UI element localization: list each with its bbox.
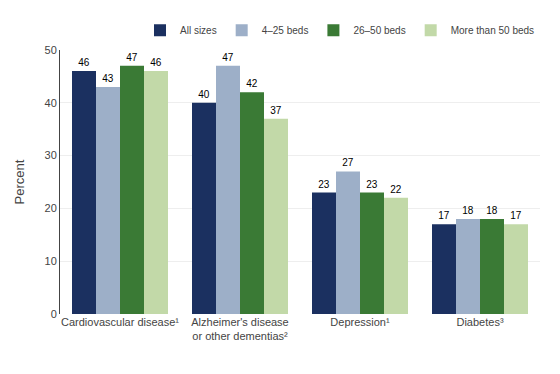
svg-text:18: 18	[486, 205, 498, 216]
svg-text:47: 47	[126, 52, 138, 63]
svg-text:37: 37	[270, 105, 282, 116]
svg-text:0: 0	[51, 308, 57, 320]
svg-text:30: 30	[45, 149, 57, 161]
svg-text:Alzheimer's diseaseor other de: Alzheimer's diseaseor other dementias²	[191, 316, 288, 342]
svg-text:40: 40	[45, 97, 57, 109]
svg-text:50: 50	[45, 44, 57, 56]
svg-text:23: 23	[366, 179, 378, 190]
svg-text:Depression¹: Depression¹	[330, 316, 390, 328]
svg-text:All sizes: All sizes	[180, 25, 217, 36]
svg-text:46: 46	[78, 57, 90, 68]
svg-text:22: 22	[390, 184, 402, 195]
svg-text:46: 46	[150, 57, 162, 68]
svg-text:17: 17	[438, 210, 450, 221]
svg-text:40: 40	[198, 89, 210, 100]
svg-text:26–50 beds: 26–50 beds	[353, 25, 405, 36]
svg-text:More than 50 beds: More than 50 beds	[451, 25, 534, 36]
svg-text:18: 18	[462, 205, 474, 216]
svg-text:Diabetes³: Diabetes³	[456, 316, 503, 328]
svg-text:Percent: Percent	[12, 159, 27, 204]
svg-text:27: 27	[342, 157, 354, 168]
svg-text:Cardiovascular disease¹: Cardiovascular disease¹	[61, 316, 179, 328]
svg-text:20: 20	[45, 202, 57, 214]
svg-text:10: 10	[45, 255, 57, 267]
svg-text:47: 47	[222, 52, 234, 63]
svg-text:23: 23	[318, 179, 330, 190]
svg-text:43: 43	[102, 73, 114, 84]
svg-text:17: 17	[510, 210, 522, 221]
svg-text:42: 42	[246, 78, 258, 89]
svg-text:4–25 beds: 4–25 beds	[262, 25, 309, 36]
